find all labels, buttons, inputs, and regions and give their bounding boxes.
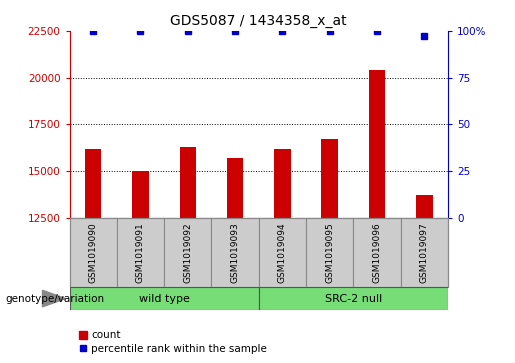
- Text: wild type: wild type: [139, 294, 190, 303]
- Text: GSM1019093: GSM1019093: [231, 222, 239, 283]
- Legend: count, percentile rank within the sample: count, percentile rank within the sample: [75, 326, 271, 358]
- Bar: [227, 158, 244, 218]
- Text: SRC-2 null: SRC-2 null: [325, 294, 382, 303]
- Text: GSM1019092: GSM1019092: [183, 222, 192, 283]
- Bar: [353, 218, 401, 287]
- Bar: [132, 171, 149, 218]
- Text: GSM1019091: GSM1019091: [136, 222, 145, 283]
- Bar: [274, 148, 291, 218]
- Text: GSM1019097: GSM1019097: [420, 222, 429, 283]
- Text: GSM1019096: GSM1019096: [372, 222, 382, 283]
- Bar: [401, 218, 448, 287]
- Bar: [70, 218, 117, 287]
- Bar: [321, 139, 338, 218]
- Title: GDS5087 / 1434358_x_at: GDS5087 / 1434358_x_at: [170, 15, 347, 28]
- Polygon shape: [43, 290, 65, 307]
- Bar: [70, 287, 259, 310]
- Bar: [306, 218, 353, 287]
- Bar: [416, 195, 433, 218]
- Bar: [212, 218, 259, 287]
- Text: GSM1019090: GSM1019090: [89, 222, 98, 283]
- Bar: [117, 218, 164, 287]
- Text: GSM1019095: GSM1019095: [325, 222, 334, 283]
- Text: GSM1019094: GSM1019094: [278, 222, 287, 283]
- Bar: [164, 218, 212, 287]
- Bar: [369, 70, 385, 218]
- Bar: [259, 287, 448, 310]
- Text: genotype/variation: genotype/variation: [5, 294, 104, 303]
- Bar: [259, 218, 306, 287]
- Bar: [180, 147, 196, 218]
- Bar: [85, 148, 101, 218]
